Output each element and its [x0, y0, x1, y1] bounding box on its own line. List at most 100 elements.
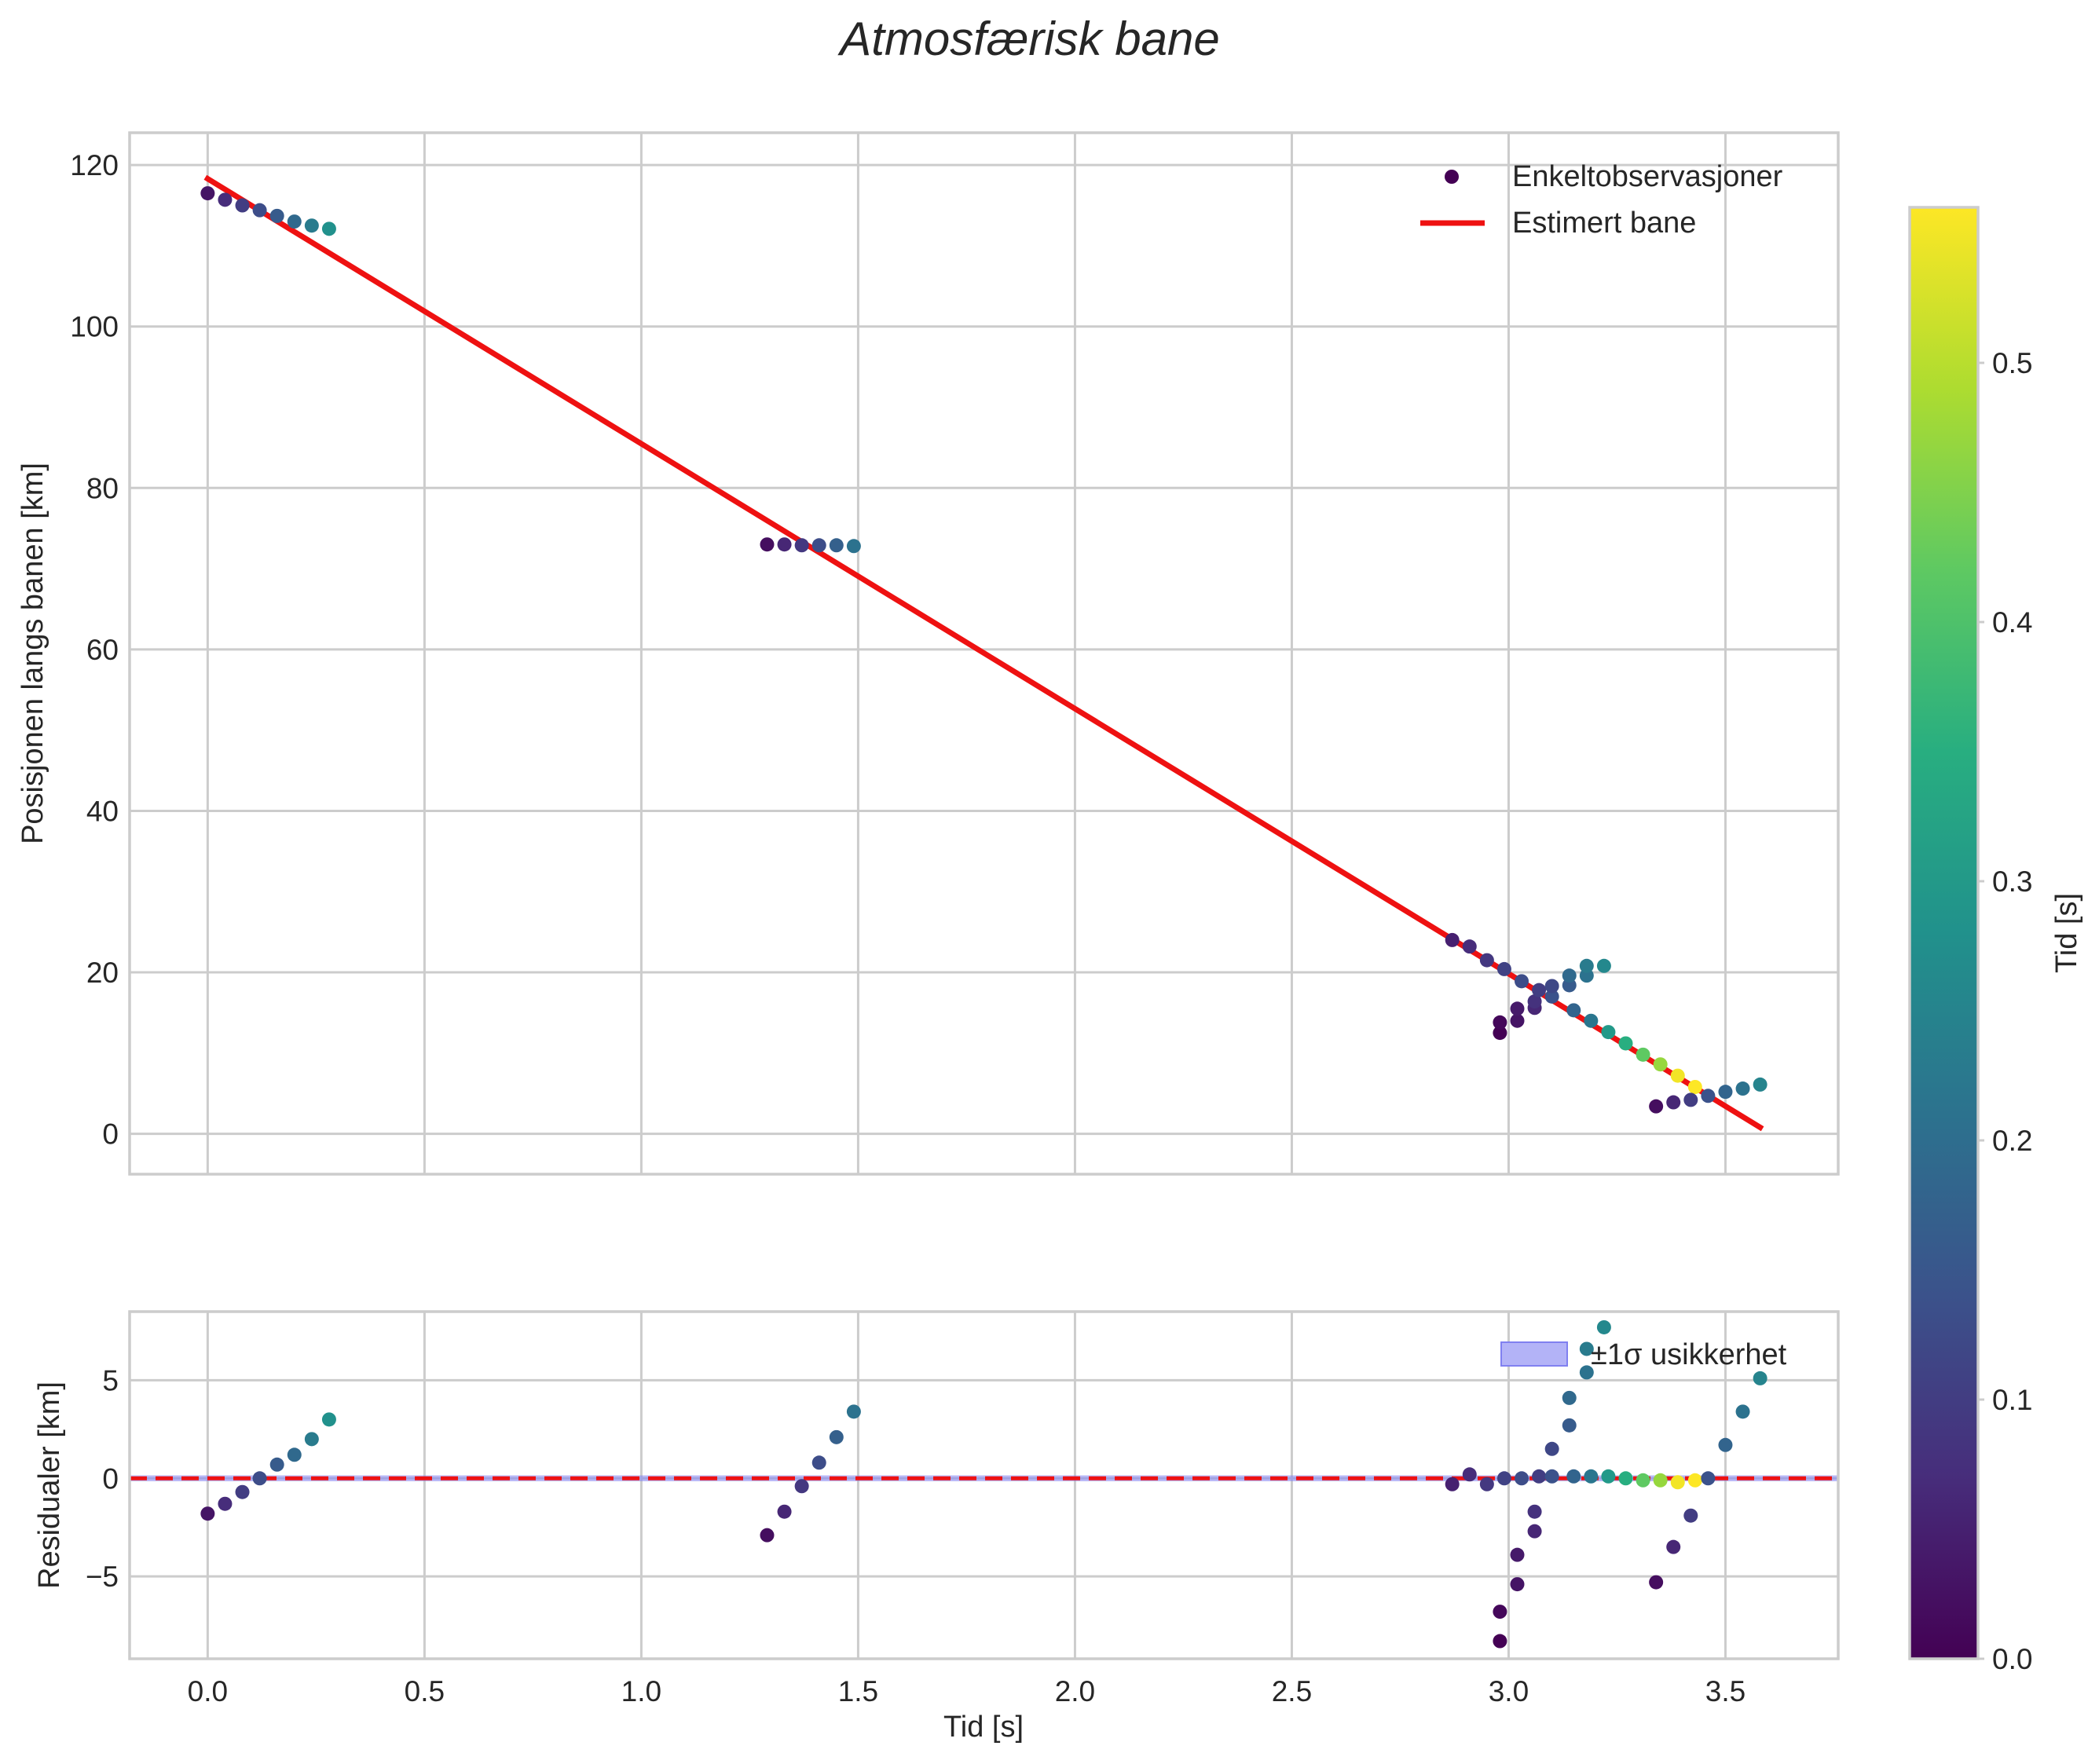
residual-point — [1566, 1469, 1581, 1484]
residual-point — [1579, 1365, 1594, 1380]
residual-point — [1510, 1577, 1525, 1592]
residual-point — [1527, 1524, 1542, 1539]
residual-point — [1562, 1418, 1577, 1433]
x-tick-label: 3.5 — [1705, 1675, 1746, 1707]
observation-point — [1687, 1079, 1702, 1094]
observation-point — [1562, 968, 1577, 983]
observation-point — [1683, 1092, 1698, 1107]
observation-point — [1462, 939, 1477, 954]
residual-point — [760, 1528, 775, 1543]
residual-point — [1532, 1469, 1547, 1484]
observation-point — [1579, 958, 1594, 973]
residual-point — [1479, 1477, 1494, 1491]
residual-y-tick-label: 0 — [102, 1462, 119, 1495]
observation-point — [269, 208, 284, 223]
main-y-tick-label: 120 — [70, 149, 119, 181]
x-axis-label: Tid [s] — [943, 1711, 1024, 1744]
residual-point — [1496, 1471, 1511, 1486]
residual-legend: ±1σ usikkerhet — [1500, 1338, 1787, 1371]
colorbar-ticks: 0.0 0.1 0.2 0.3 0.4 0.5 — [1978, 347, 2032, 1675]
colorbar-label: Tid [s] — [2050, 893, 2083, 973]
residual-point — [1718, 1437, 1733, 1452]
observation-point — [1479, 953, 1494, 968]
observation-point — [794, 538, 809, 553]
residual-point — [1515, 1471, 1529, 1486]
observation-point — [287, 214, 302, 229]
observation-point — [321, 221, 336, 236]
main-axes-frame — [128, 131, 1840, 1176]
residual-points — [200, 1319, 1767, 1649]
residual-point — [829, 1429, 844, 1444]
residual-point — [846, 1404, 861, 1419]
main-y-tick-label: 100 — [70, 311, 119, 343]
residual-point — [1562, 1390, 1577, 1405]
residual-point — [1653, 1473, 1668, 1488]
main-y-tick-label: 60 — [86, 634, 119, 666]
residual-point — [200, 1506, 215, 1521]
observation-point — [1596, 958, 1611, 973]
observation-point — [1649, 1099, 1664, 1114]
residual-point — [1666, 1539, 1681, 1554]
colorbar-tick-label: 0.3 — [1992, 866, 2032, 898]
chart-title: Atmosfærisk bane — [837, 13, 1220, 65]
x-tick-label: 0.0 — [188, 1675, 228, 1707]
observation-point — [811, 538, 826, 553]
main-y-tick-label: 40 — [86, 795, 119, 827]
residual-point — [1701, 1471, 1716, 1486]
residual-point — [1544, 1441, 1559, 1456]
residual-point — [252, 1471, 267, 1486]
observation-point — [218, 192, 233, 207]
observation-point — [1753, 1077, 1767, 1092]
residual-y-ticks: −5 0 5 — [86, 1364, 119, 1593]
residual-point — [1753, 1371, 1767, 1385]
observation-point — [1445, 932, 1460, 947]
residual-point — [1493, 1634, 1507, 1649]
observation-point — [1527, 994, 1542, 1009]
legend-band-label: ±1σ usikkerhet — [1591, 1338, 1787, 1371]
observation-point — [1544, 979, 1559, 994]
main-y-axis-label: Posisjonen langs banen [km] — [16, 463, 49, 844]
residual-y-axis-label: Residualer [km] — [33, 1382, 66, 1589]
observation-point — [1493, 1026, 1507, 1041]
observation-point — [1532, 983, 1547, 997]
residual-point — [304, 1432, 319, 1447]
residual-y-tick-label: 5 — [102, 1364, 119, 1396]
observation-point — [1510, 1001, 1525, 1016]
main-y-ticks: 0 20 40 60 80 100 120 — [70, 149, 119, 1150]
residual-point — [321, 1412, 336, 1427]
residual-point — [1670, 1475, 1685, 1490]
observation-point — [760, 537, 775, 552]
x-tick-label: 1.0 — [621, 1675, 661, 1707]
observation-point — [1566, 1003, 1581, 1018]
colorbar-frame — [1908, 206, 1980, 1660]
x-tick-label: 1.5 — [838, 1675, 878, 1707]
legend-scatter-label: Enkeltobservasjoner — [1512, 160, 1783, 193]
colorbar: 0.0 0.1 0.2 0.3 0.4 0.5 Tid [s] — [1908, 206, 2083, 1675]
colorbar-tick-label: 0.0 — [1992, 1643, 2032, 1675]
observation-point — [1701, 1089, 1716, 1103]
x-tick-label: 0.5 — [405, 1675, 445, 1707]
legend-line-label: Estimert bane — [1512, 207, 1696, 240]
residual-point — [1544, 1469, 1559, 1484]
uncertainty-band — [130, 1475, 1838, 1482]
residual-point — [287, 1447, 302, 1462]
residual-point — [1636, 1473, 1650, 1488]
residual-x-ticks: 0.0 0.5 1.0 1.5 2.0 2.5 3.0 3.5 — [188, 1675, 1746, 1707]
main-grid — [130, 133, 1838, 1174]
residual-point — [811, 1455, 826, 1470]
residual-point — [777, 1504, 792, 1519]
main-panel: 0 20 40 60 80 100 120 Posisjonen langs banen [… — [16, 131, 1840, 1176]
observation-point — [1718, 1085, 1733, 1100]
observation-point — [252, 203, 267, 218]
observation-point — [829, 538, 844, 553]
observation-point — [1544, 989, 1559, 1004]
observation-point — [1579, 968, 1594, 983]
residual-point — [1510, 1547, 1525, 1562]
residual-y-tick-label: −5 — [86, 1561, 119, 1593]
residual-point — [235, 1484, 250, 1499]
residual-point — [1683, 1508, 1698, 1523]
colorbar-tick-label: 0.2 — [1992, 1125, 2032, 1157]
observation-point — [1496, 961, 1511, 976]
observation-point — [1618, 1036, 1633, 1051]
